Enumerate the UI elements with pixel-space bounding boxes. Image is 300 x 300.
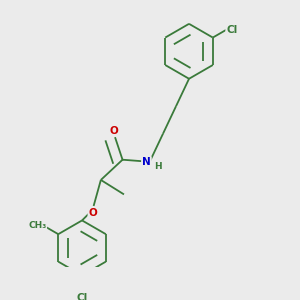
Text: H: H (154, 162, 162, 171)
Text: CH₃: CH₃ (28, 220, 46, 230)
Text: N: N (142, 157, 151, 167)
Text: O: O (110, 126, 118, 136)
Text: Cl: Cl (226, 25, 237, 34)
Text: Cl: Cl (76, 293, 88, 300)
Text: O: O (88, 208, 97, 218)
